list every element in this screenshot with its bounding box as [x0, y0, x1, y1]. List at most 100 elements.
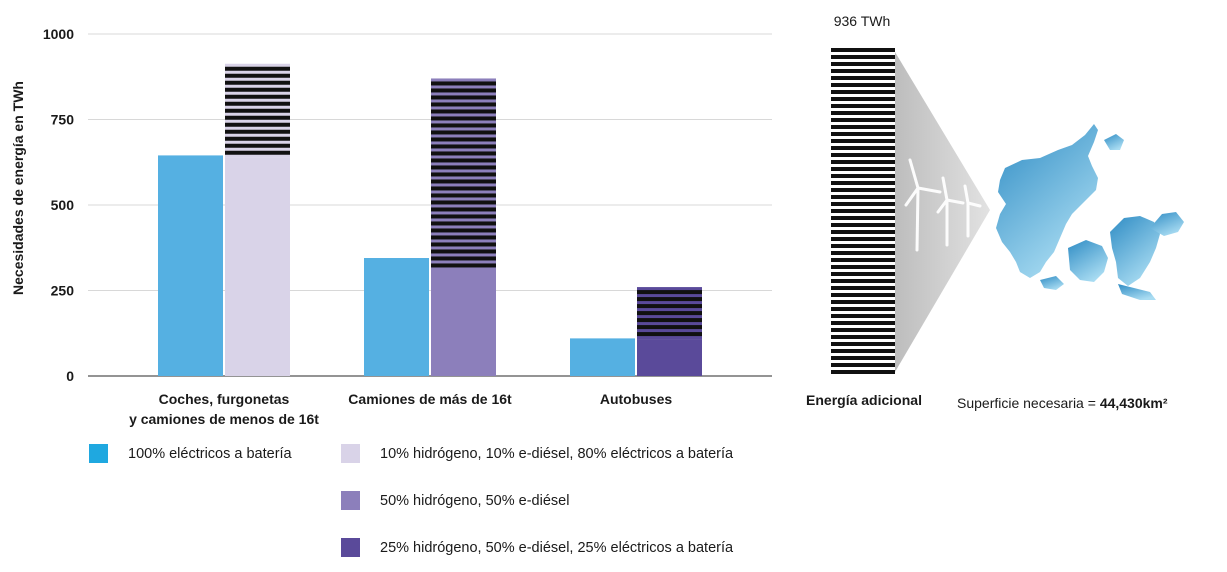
stripe [431, 242, 496, 247]
stripe [831, 48, 895, 52]
category-label: Autobuses [600, 391, 673, 407]
additional-energy-label: Energía adicional [806, 392, 922, 408]
bar-alternative-base [225, 157, 290, 376]
legend-label: 100% eléctricos a batería [128, 445, 292, 462]
additional-energy-value: 936 TWh [834, 13, 891, 29]
stripe [431, 249, 496, 254]
legend-label: 25% hidrógeno, 50% e-diésel, 25% eléctri… [380, 539, 734, 556]
stripe [831, 363, 895, 367]
stripe [831, 174, 895, 178]
stripe [637, 325, 702, 330]
bar-battery [158, 155, 223, 376]
y-tick-label: 1000 [43, 26, 74, 42]
stripe [831, 146, 895, 150]
stripe [831, 223, 895, 227]
stripe [431, 130, 496, 135]
stripe [225, 80, 290, 85]
legend-item: 100% eléctricos a batería [89, 444, 292, 463]
stripe [831, 265, 895, 269]
stripe [831, 55, 895, 59]
bar-battery [570, 338, 635, 376]
stripe [831, 153, 895, 157]
stripe [225, 115, 290, 120]
stripe [831, 279, 895, 283]
stripe [831, 202, 895, 206]
stripe [431, 109, 496, 114]
stripe [431, 263, 496, 268]
stripe [831, 97, 895, 101]
stripe [431, 186, 496, 191]
stripe [637, 290, 702, 295]
stripe [831, 62, 895, 66]
stripe [831, 335, 895, 339]
stripe [225, 136, 290, 141]
stripe [225, 94, 290, 99]
stripe [637, 304, 702, 309]
stripe [225, 73, 290, 78]
stripe [831, 342, 895, 346]
stripe [431, 102, 496, 107]
stripe [431, 116, 496, 121]
stripe [831, 181, 895, 185]
stripe [431, 81, 496, 86]
legend-swatch [341, 491, 360, 510]
stripe [225, 150, 290, 155]
stripe [831, 244, 895, 248]
y-tick-label: 750 [51, 112, 75, 128]
stripe [831, 272, 895, 276]
area-value: 44,430km² [1100, 395, 1168, 411]
stripe [431, 151, 496, 156]
stripe [431, 214, 496, 219]
stripe [431, 88, 496, 93]
stripe [831, 188, 895, 192]
stripe [431, 207, 496, 212]
stripe [637, 311, 702, 316]
stripe [431, 123, 496, 128]
legend-item: 25% hidrógeno, 50% e-diésel, 25% eléctri… [341, 538, 733, 557]
stripe [225, 122, 290, 127]
stripe [225, 101, 290, 106]
y-tick-labels: 0 250 500 750 1000 [43, 26, 74, 384]
stripe [831, 370, 895, 374]
stripe [431, 137, 496, 142]
stripe [431, 144, 496, 149]
stripe [831, 216, 895, 220]
area-label-text: Superficie necesaria = [957, 395, 1100, 411]
stripe [637, 297, 702, 302]
stripe [431, 158, 496, 163]
stripe [831, 286, 895, 290]
bar-alternative-base [431, 264, 496, 376]
stripe [225, 66, 290, 71]
stripe [431, 179, 496, 184]
stripe [831, 328, 895, 332]
category-label: Coches, furgonetas [159, 391, 290, 407]
stripe [431, 200, 496, 205]
category-labels: Coches, furgonetas y camiones de menos de… [129, 391, 672, 427]
stripe [831, 118, 895, 122]
legend-item: 50% hidrógeno, 50% e-diésel [341, 491, 569, 510]
category-label: Camiones de más de 16t [348, 391, 512, 407]
bars [158, 63, 702, 376]
stripe [831, 321, 895, 325]
legend-item: 10% hidrógeno, 10% e-diésel, 80% eléctri… [341, 444, 733, 463]
stripe [431, 256, 496, 261]
stripe [431, 228, 496, 233]
bar-alternative-base [637, 339, 702, 376]
stripe [637, 318, 702, 323]
stripe [831, 293, 895, 297]
legend-label: 50% hidrógeno, 50% e-diésel [380, 492, 570, 509]
legend-swatch [89, 444, 108, 463]
stripe [831, 132, 895, 136]
stripe [831, 349, 895, 353]
stripe [225, 129, 290, 134]
stripe [431, 235, 496, 240]
y-axis-label: Necesidades de energía en TWh [10, 81, 26, 295]
y-tick-label: 250 [51, 283, 75, 299]
legend-swatch [341, 444, 360, 463]
stripe [225, 108, 290, 113]
stripe [431, 221, 496, 226]
stripe [831, 300, 895, 304]
stripe [831, 104, 895, 108]
y-tick-label: 0 [66, 368, 74, 384]
